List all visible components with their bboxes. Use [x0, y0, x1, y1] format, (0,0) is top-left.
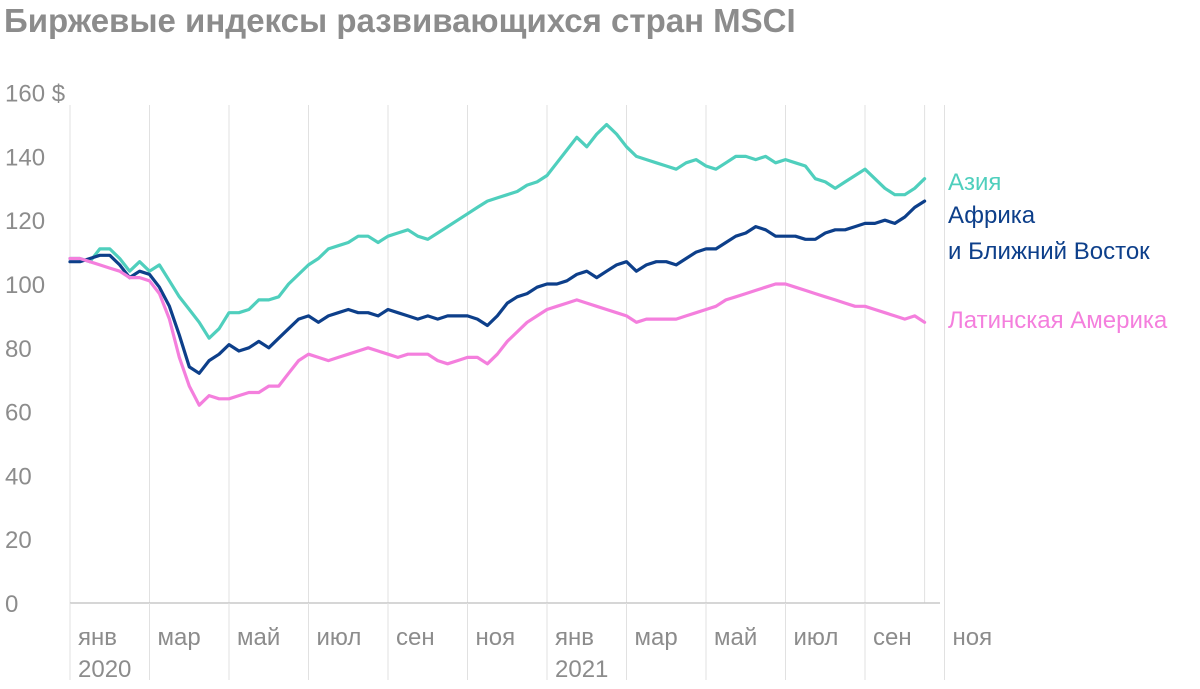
x-tick-label: мар	[635, 624, 678, 651]
x-tick-label: янв	[78, 624, 117, 651]
series-line	[68, 256, 927, 407]
series-labels: Азия Африка и Ближний Восток Латинская Амер…	[948, 169, 1168, 334]
x-tick-year: 2020	[78, 656, 131, 683]
x-tick-year: 2021	[555, 656, 608, 683]
x-tick-label: май	[714, 624, 757, 651]
vertical-gridlines	[69, 105, 945, 603]
x-tick-label: сен	[396, 624, 435, 651]
series-line	[68, 199, 927, 375]
x-tick-label: янв	[555, 624, 594, 651]
y-tick-label: 20	[5, 527, 32, 554]
y-tick-label: 140	[5, 144, 45, 171]
series-label: и Ближний Восток	[948, 238, 1150, 265]
x-tick-label: сен	[873, 624, 912, 651]
y-tick-label: 40	[5, 463, 32, 490]
x-tick-label: ноя	[953, 624, 993, 651]
series-lines	[68, 122, 927, 407]
y-tick-label: 100	[5, 272, 45, 299]
chart-title: Биржевые индексы развивающихся стран MSC…	[4, 2, 796, 39]
series-label: Азия	[948, 169, 1001, 196]
series-label: Латинская Америка	[948, 307, 1168, 334]
y-tick-label: 120	[5, 208, 45, 235]
y-tick-label: 0	[5, 591, 18, 618]
x-tick-label: май	[237, 624, 280, 651]
series-line	[68, 122, 927, 340]
x-tick-label: июл	[794, 624, 839, 651]
y-tick-label: 60	[5, 400, 32, 427]
y-tick-label: 160 $	[5, 81, 65, 108]
y-tick-label: 80	[5, 336, 32, 363]
x-tick-label: мар	[158, 624, 201, 651]
series-label: Африка	[948, 202, 1036, 229]
y-axis-ticks: 0 20 40 60 80 100 120 140 160 $	[5, 81, 65, 618]
x-tick-label: ноя	[476, 624, 516, 651]
x-tick-label: июл	[317, 624, 362, 651]
x-axis-ticks: янв 2020 мар май июл сен ноя янв 2021 мар май июл се…	[69, 603, 993, 683]
